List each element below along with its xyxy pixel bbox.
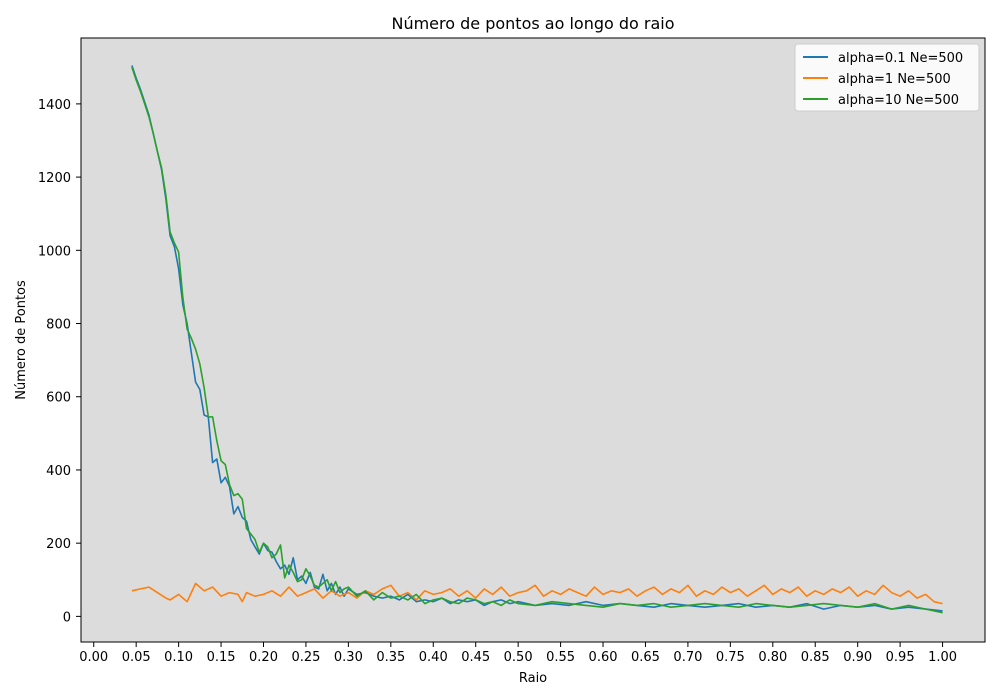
x-tick-label: 0.00 <box>79 650 108 665</box>
x-tick-label: 0.90 <box>843 650 872 665</box>
x-tick-label: 0.15 <box>207 650 236 665</box>
y-tick-label: 1400 <box>38 98 71 113</box>
x-tick-label: 0.10 <box>164 650 193 665</box>
y-tick-label: 400 <box>46 464 71 479</box>
y-tick-label: 600 <box>46 391 71 406</box>
x-tick-label: 0.70 <box>673 650 702 665</box>
x-tick-label: 0.35 <box>376 650 405 665</box>
chart-title: Número de pontos ao longo do raio <box>391 14 674 33</box>
x-tick-label: 0.25 <box>291 650 320 665</box>
x-tick-label: 0.30 <box>334 650 363 665</box>
x-tick-label: 0.20 <box>249 650 278 665</box>
x-tick-label: 0.45 <box>461 650 490 665</box>
x-axis-label: Raio <box>519 671 547 686</box>
x-tick-label: 0.75 <box>716 650 745 665</box>
y-tick-label: 800 <box>46 318 71 333</box>
y-axis-ticks: 0 200 400 600 800 1000 1200 1400 <box>38 98 81 625</box>
x-tick-label: 1.00 <box>928 650 957 665</box>
y-tick-label: 200 <box>46 537 71 552</box>
series-layer <box>131 65 943 614</box>
series-line-2 <box>131 582 943 605</box>
legend: alpha=0.1 Ne=500 alpha=1 Ne=500 alpha=10 N… <box>794 43 980 112</box>
legend-box <box>794 43 980 112</box>
legend-label: alpha=1 Ne=500 <box>838 72 951 87</box>
x-axis-ticks: 0.00 0.05 0.10 0.15 0.20 0.25 0.30 0.35 0.40 0.45… <box>79 642 957 665</box>
y-tick-label: 0 <box>63 610 71 625</box>
x-tick-label: 0.50 <box>504 650 533 665</box>
x-tick-label: 0.05 <box>122 650 151 665</box>
x-tick-label: 0.85 <box>801 650 830 665</box>
x-tick-label: 0.55 <box>546 650 575 665</box>
plot-area <box>80 37 986 643</box>
x-tick-label: 0.95 <box>886 650 915 665</box>
x-tick-label: 0.80 <box>758 650 787 665</box>
y-tick-label: 1200 <box>38 171 71 186</box>
x-tick-label: 0.65 <box>631 650 660 665</box>
legend-label: alpha=10 Ne=500 <box>838 93 959 108</box>
y-tick-label: 1000 <box>38 244 71 259</box>
y-axis-label: Número de Pontos <box>14 280 29 400</box>
series-line-3 <box>131 67 943 614</box>
legend-label: alpha=0.1 Ne=500 <box>838 51 963 66</box>
x-tick-label: 0.60 <box>589 650 618 665</box>
x-tick-label: 0.40 <box>419 650 448 665</box>
